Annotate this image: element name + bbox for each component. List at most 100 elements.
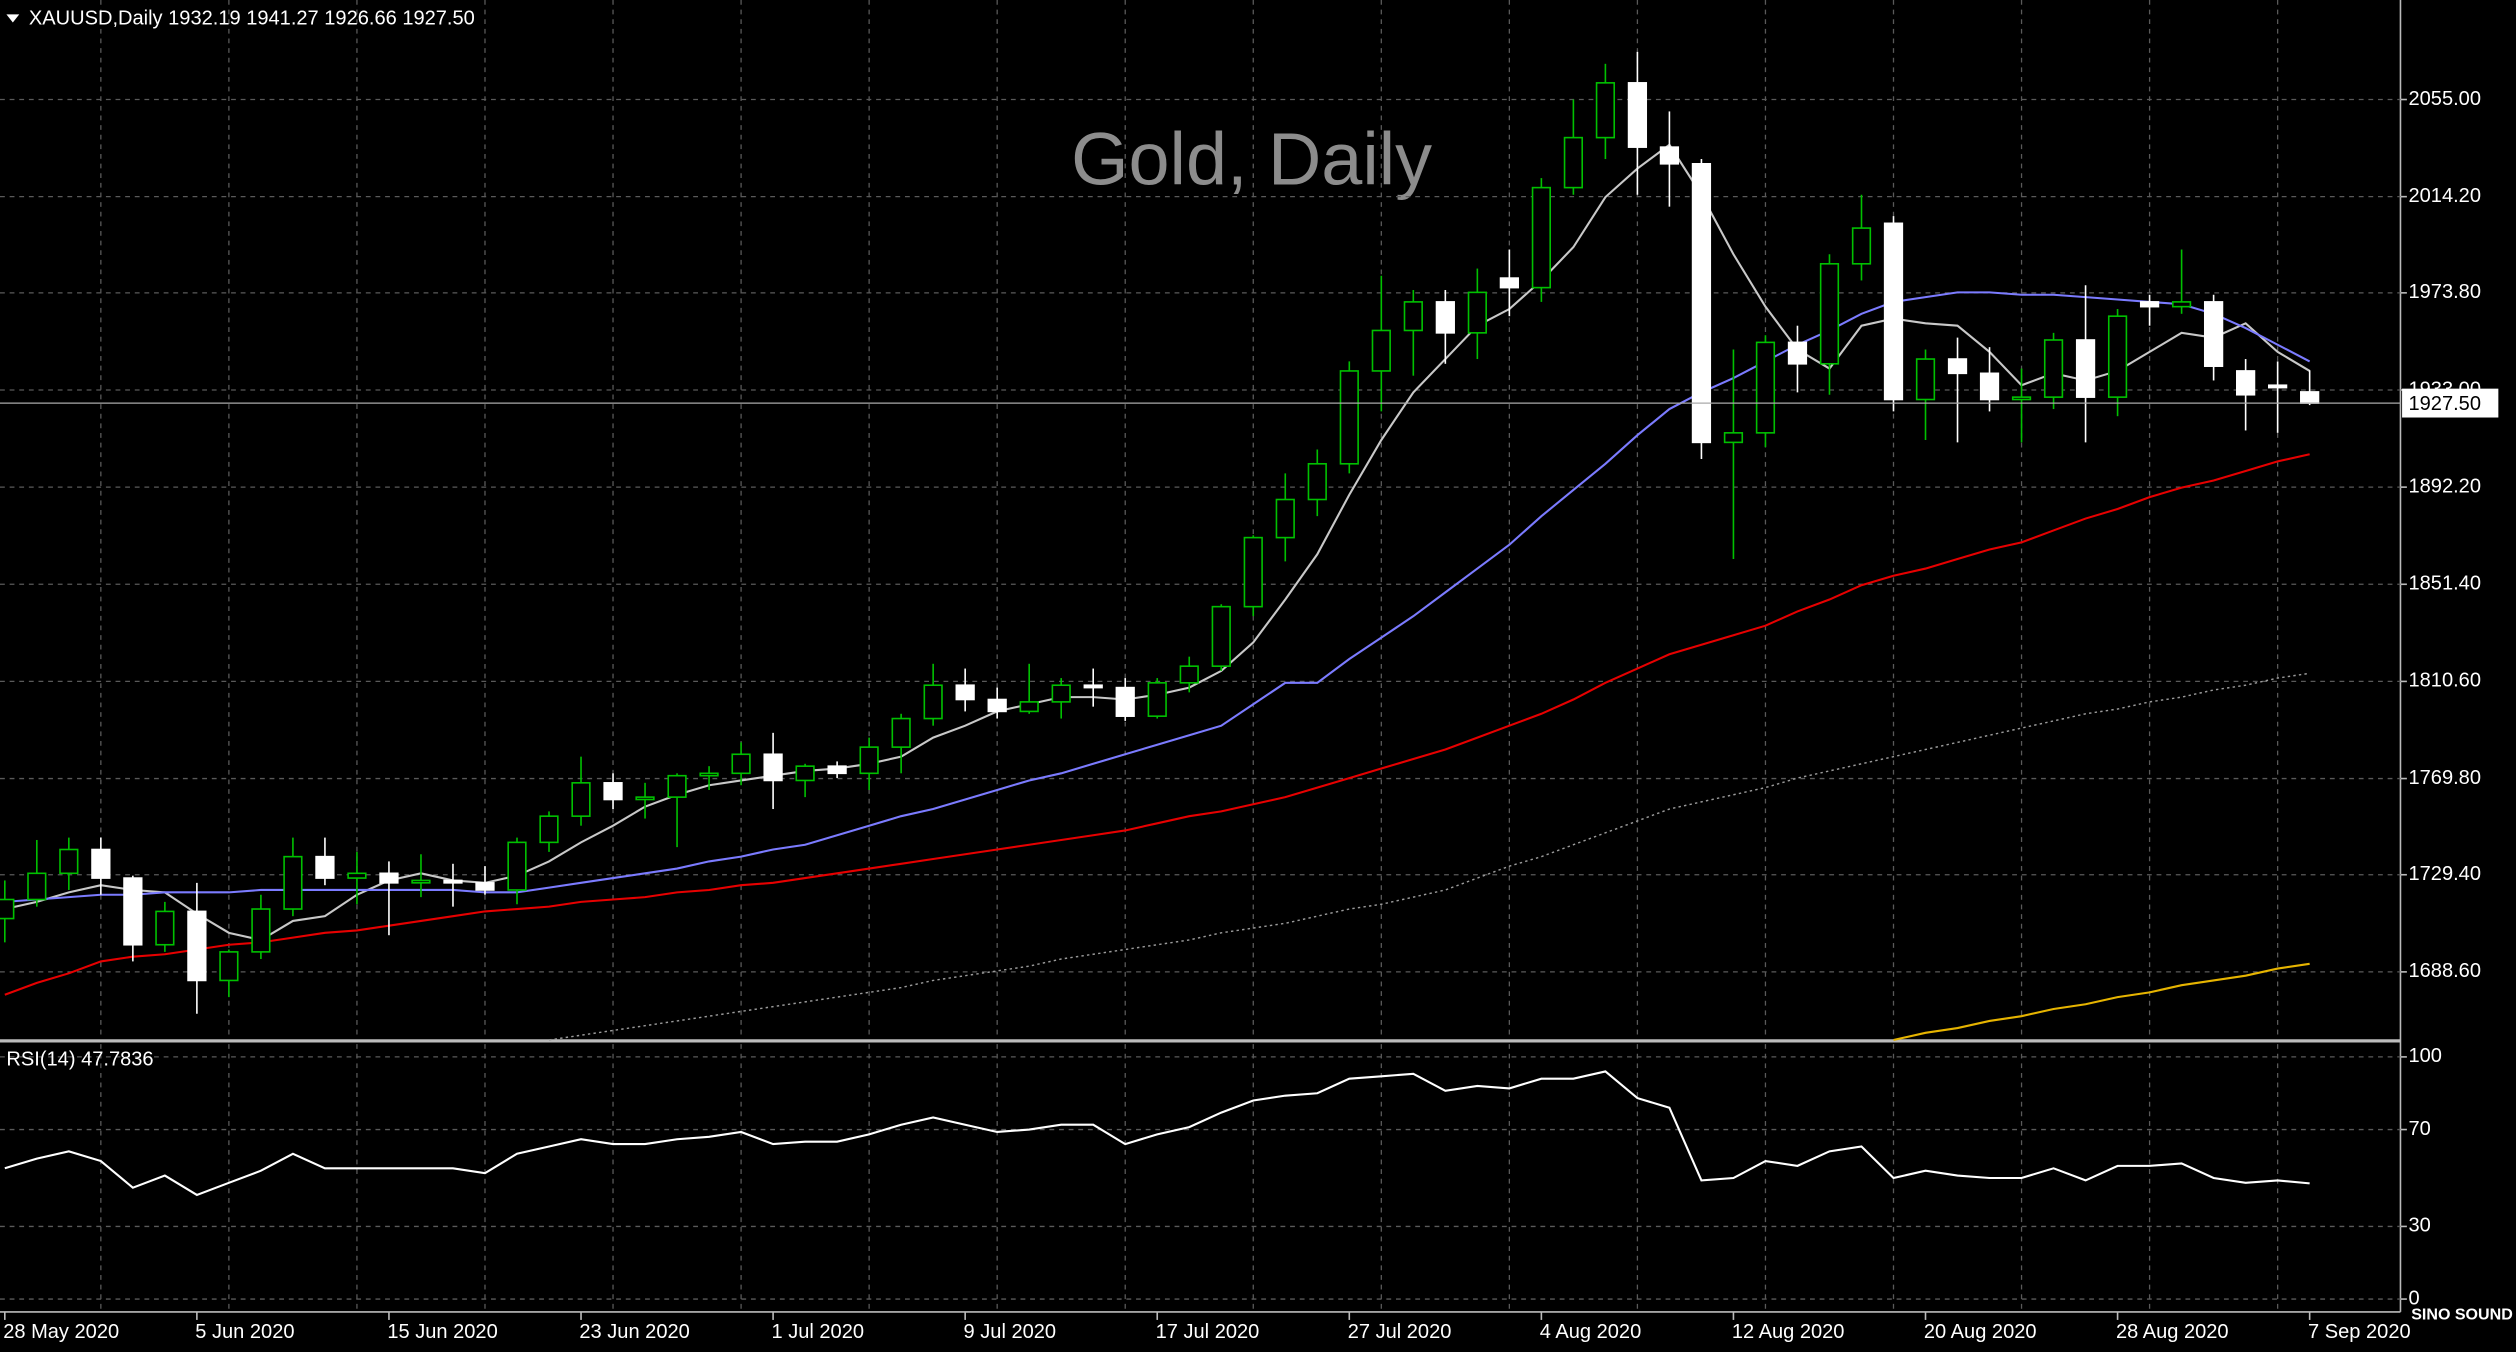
- candle-body: [1307, 462, 1327, 501]
- candle-body: [891, 717, 911, 748]
- candle-body: [1147, 682, 1167, 717]
- candle-body: [1339, 370, 1359, 465]
- candle-body: [795, 765, 815, 782]
- x-tick-label: 9 Jul 2020: [964, 1321, 1057, 1343]
- x-tick-label: 17 Jul 2020: [1156, 1321, 1260, 1343]
- candle-body: [0, 898, 15, 920]
- candle-body: [1371, 329, 1391, 372]
- candle-body: [1979, 372, 2000, 401]
- candle-body: [379, 872, 399, 884]
- candle-body: [1755, 341, 1776, 434]
- candle-body: [2011, 396, 2032, 401]
- watermark: SINO SOUND: [2411, 1305, 2513, 1323]
- x-tick-label: 12 Aug 2020: [1732, 1321, 1845, 1343]
- candle-body: [1019, 701, 1039, 713]
- candle-body: [1819, 263, 1840, 365]
- candle-body: [155, 910, 175, 946]
- candle-body: [2268, 384, 2288, 389]
- candle-body: [347, 872, 367, 879]
- candle-body: [1403, 301, 1423, 332]
- candle-body: [1851, 227, 1872, 265]
- candle-body: [635, 796, 655, 801]
- y-tick-label: 0: [2408, 1287, 2419, 1309]
- candle-body: [1179, 665, 1199, 684]
- y-tick-label: 2055.00: [2408, 88, 2480, 110]
- candle-body: [1083, 684, 1103, 689]
- candle-body: [1563, 136, 1584, 189]
- y-tick-label: 1769.80: [2408, 767, 2480, 789]
- y-tick-label: 2014.20: [2408, 185, 2480, 207]
- candle-body: [1275, 498, 1295, 539]
- candle-body: [219, 951, 239, 982]
- candle-body: [1883, 222, 1904, 401]
- candle-body: [699, 772, 719, 777]
- candle-body: [27, 872, 47, 901]
- moving-average: [1893, 962, 2310, 1041]
- menu-triangle[interactable]: [6, 14, 20, 23]
- candle-body: [1211, 605, 1231, 667]
- x-tick-label: 23 Jun 2020: [579, 1321, 689, 1343]
- candle-body: [507, 841, 527, 891]
- y-tick-label: 1729.40: [2408, 863, 2480, 885]
- candle-body: [731, 753, 751, 775]
- candle-body: [1531, 186, 1551, 289]
- x-tick-label: 27 Jul 2020: [1348, 1321, 1452, 1343]
- candle-body: [2203, 301, 2224, 367]
- candle-body: [763, 753, 783, 782]
- candle-body: [571, 782, 591, 817]
- candle-body: [827, 765, 847, 775]
- candle-body: [1915, 358, 1936, 401]
- candle-body: [2075, 339, 2096, 398]
- candle-body: [2171, 301, 2192, 308]
- candle-body: [2300, 391, 2320, 404]
- candle-body: [123, 877, 143, 946]
- candle-body: [251, 908, 271, 953]
- candle-body: [1787, 341, 1808, 365]
- y-tick-label: 100: [2408, 1045, 2441, 1067]
- y-tick-label: 1851.40: [2408, 573, 2480, 595]
- candle-body: [1627, 82, 1648, 148]
- candle-body: [955, 684, 975, 701]
- current-price-label: 1927.50: [2408, 393, 2480, 415]
- frame: [0, 0, 2402, 1313]
- x-tick-label: 1 Jul 2020: [771, 1321, 864, 1343]
- candle-body: [603, 782, 623, 801]
- candle-body: [2235, 370, 2256, 396]
- current-price-box: [2402, 388, 2499, 418]
- candle-body: [859, 746, 879, 775]
- x-tick-label: 5 Jun 2020: [195, 1321, 294, 1343]
- rsi-title: RSI(14) 47.7836: [6, 1048, 153, 1070]
- candle-body: [315, 855, 335, 879]
- candle-body: [59, 848, 79, 875]
- y-tick-label: 1973.80: [2408, 281, 2480, 303]
- candle-body: [283, 855, 303, 910]
- candle-body: [475, 882, 495, 891]
- candle-body: [1051, 684, 1071, 703]
- candle-body: [1435, 301, 1455, 334]
- x-tick-label: 20 Aug 2020: [1924, 1321, 2037, 1343]
- candle-body: [1723, 432, 1744, 444]
- candle-body: [2043, 339, 2064, 398]
- y-tick-label: 70: [2408, 1118, 2430, 1140]
- candle-body: [91, 848, 111, 879]
- candle-body: [1595, 82, 1616, 139]
- candle-body: [2107, 315, 2128, 398]
- candle-body: [411, 879, 431, 884]
- rsi-line: [4, 1070, 2310, 1197]
- x-tick-label: 15 Jun 2020: [387, 1321, 497, 1343]
- x-tick-label: 4 Aug 2020: [1540, 1321, 1641, 1343]
- candle-body: [539, 815, 559, 844]
- candle-body: [2139, 301, 2160, 308]
- candle-body: [987, 698, 1007, 713]
- candle-body: [1659, 146, 1680, 165]
- x-tick-label: 28 Aug 2020: [2116, 1321, 2229, 1343]
- candle-body: [923, 684, 943, 720]
- y-tick-label: 30: [2408, 1215, 2430, 1237]
- candle-body: [1467, 291, 1487, 334]
- candle-body: [443, 879, 463, 884]
- candle-body: [1115, 686, 1135, 717]
- chart-header: XAUUSD,Daily 1932.19 1941.27 1926.66 192…: [29, 8, 475, 30]
- candle-body: [1947, 358, 1968, 375]
